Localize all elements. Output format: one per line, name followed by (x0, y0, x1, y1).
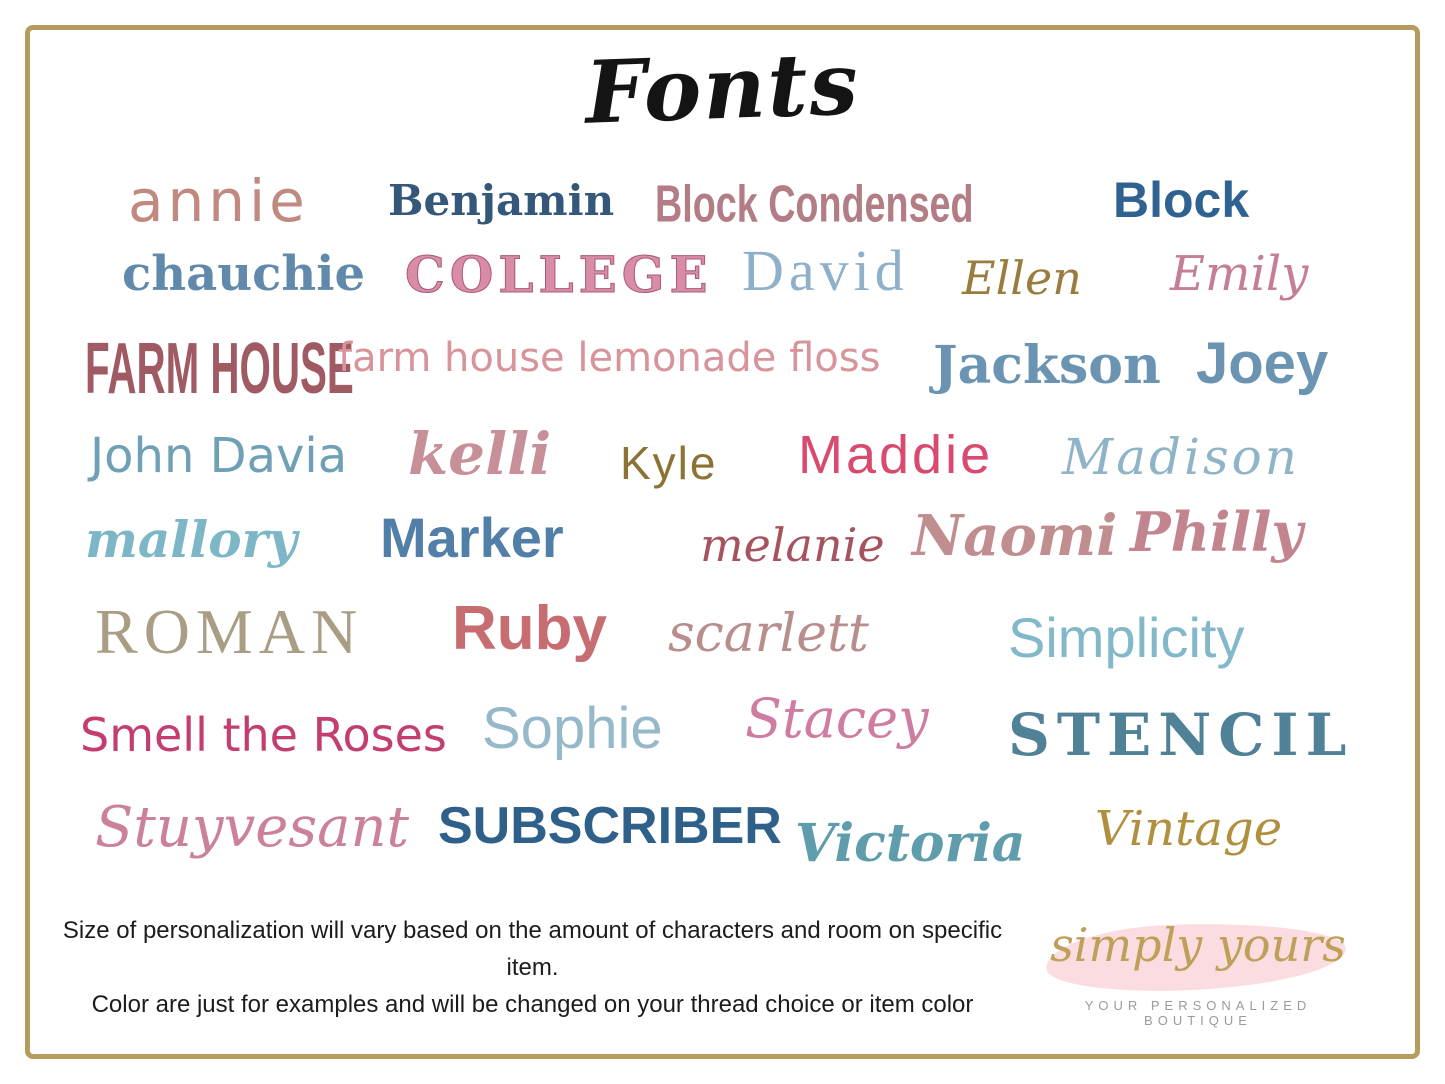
font-sample-victoria: Victoria (795, 813, 1026, 874)
simply-yours-logo: simply yours YOUR PERSONALIZED BOUTIQUE (1028, 902, 1368, 1052)
font-sample-philly: Philly (1130, 500, 1303, 564)
font-sample-john-davia: John Davia (90, 428, 348, 484)
font-sample-vintage: Vintage (1095, 801, 1283, 857)
font-sample-smell-the-roses: Smell the Roses (80, 708, 447, 762)
font-sample-block: Block (1113, 172, 1250, 228)
font-sample-david: David (742, 238, 909, 303)
font-sample-kelli: kelli (408, 420, 552, 488)
disclaimer-line-2: Color are just for examples and will be … (91, 991, 974, 1019)
gold-border-frame (25, 25, 1420, 1059)
font-sample-naomi: Naomi (912, 503, 1118, 569)
font-sample-roman: ROMAN (95, 596, 364, 667)
font-sample-stacey: Stacey (745, 687, 929, 750)
disclaimer-line-1: Size of personalization will vary based … (62, 917, 1003, 982)
font-sample-joey: Joey (1196, 331, 1329, 396)
font-sample-maddie: Maddie (798, 425, 994, 485)
font-sample-benjamin: Benjamin (388, 176, 615, 225)
font-sample-farm-house-lemonade-floss: farm house lemonade floss (338, 335, 881, 381)
font-sample-college: COLLEGE (405, 245, 713, 304)
font-sample-simplicity: Simplicity (1008, 606, 1245, 669)
font-sample-mallory: mallory (85, 510, 298, 569)
font-sample-jackson: Jackson (933, 335, 1161, 396)
logo-tagline: YOUR PERSONALIZED BOUTIQUE (1084, 998, 1312, 1028)
font-sample-kyle: Kyle (620, 437, 718, 489)
font-sample-ruby: Ruby (452, 594, 607, 663)
font-sample-farm-house: FARM HOUSE (85, 326, 354, 409)
font-sample-scarlett: scarlett (668, 604, 869, 664)
font-sample-chauchie: chauchie (122, 246, 366, 302)
disclaimer-text: Size of personalization will vary based … (45, 912, 1020, 1024)
font-sample-stuyvesant: Stuyvesant (95, 795, 410, 860)
font-sample-stencil: STENCIL (1008, 701, 1354, 769)
font-sample-emily: Emily (1170, 246, 1309, 302)
font-sample-melanie: melanie (700, 518, 885, 572)
font-sample-block-condensed: Block Condensed (655, 174, 974, 233)
font-sample-annie: annie (128, 167, 309, 235)
font-sample-subscriber: SUBSCRIBER (438, 797, 782, 855)
logo-name: simply yours (1050, 918, 1346, 972)
font-sample-marker: Marker (380, 506, 564, 569)
font-sample-madison: Madison (1062, 428, 1300, 486)
font-sample-sophie: Sophie (482, 696, 663, 761)
font-sample-ellen: Ellen (962, 251, 1082, 305)
